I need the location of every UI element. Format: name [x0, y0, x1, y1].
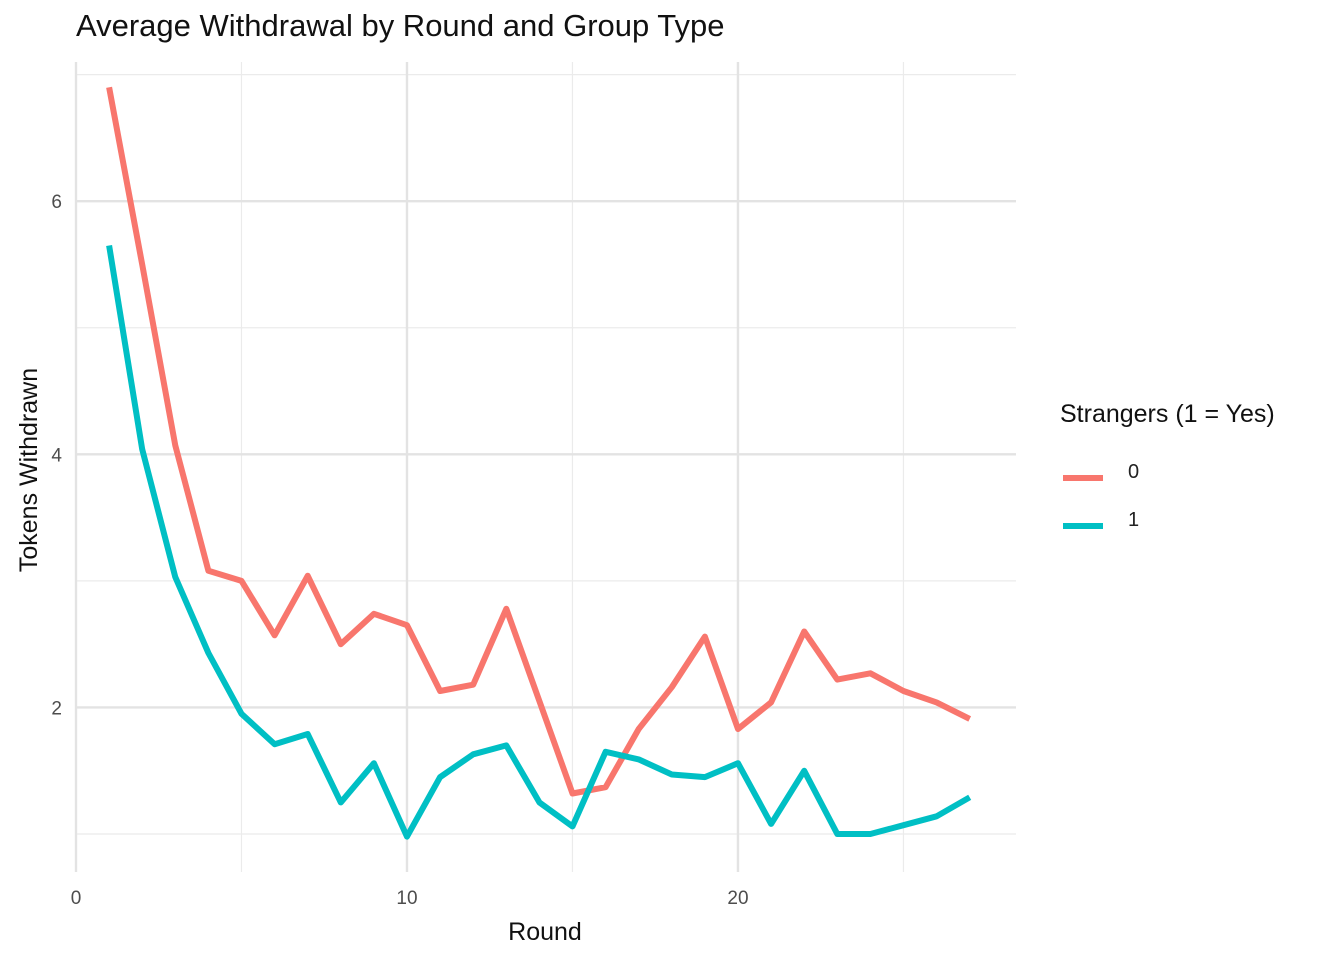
legend: Strangers (1 = Yes) 0 1 — [1060, 400, 1275, 551]
chart-title: Average Withdrawal by Round and Group Ty… — [76, 8, 725, 43]
series-lines — [106, 86, 972, 840]
legend-item-1: 1 — [1060, 503, 1275, 551]
series-line-0 — [106, 86, 972, 797]
y-axis-title: Tokens Withdrawn — [15, 368, 43, 572]
legend-swatch-0 — [1063, 475, 1103, 481]
x-tick-label-1: 10 — [396, 888, 417, 909]
y-tick-label-0: 2 — [51, 698, 62, 719]
y-tick-label-1: 4 — [51, 445, 62, 466]
grid-lines — [74, 62, 1016, 872]
legend-item-0: 0 — [1060, 455, 1275, 503]
legend-label-0: 0 — [1128, 461, 1140, 483]
y-tick-label-2: 6 — [51, 192, 62, 213]
legend-title: Strangers (1 = Yes) — [1060, 400, 1275, 428]
x-tick-label-2: 20 — [727, 888, 748, 909]
x-tick-label-0: 0 — [71, 888, 82, 909]
legend-label-1: 1 — [1128, 509, 1140, 531]
legend-swatch-1 — [1063, 523, 1103, 529]
axis-tick-labels: 0 10 20 2 4 6 — [51, 192, 748, 909]
series-line-1 — [106, 245, 972, 840]
x-axis-title: Round — [508, 918, 582, 946]
